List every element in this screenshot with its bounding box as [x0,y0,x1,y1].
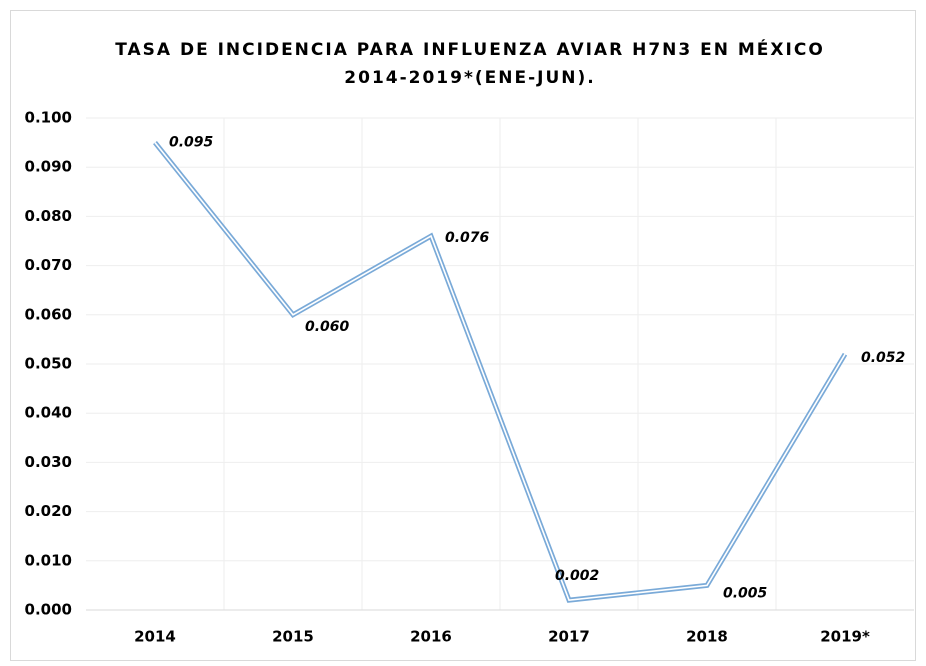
chart-frame [10,10,916,661]
y-tick-label: 0.030 [25,453,72,471]
data-label: 0.002 [555,568,599,584]
y-tick-label: 0.060 [25,305,72,323]
y-tick-label: 0.070 [25,256,72,274]
y-tick-label: 0.020 [25,502,72,520]
x-tick-label: 2016 [410,628,452,646]
y-tick-label: 0.080 [25,207,72,225]
chart-title: 2014-2019*(ENE-JUN). [344,68,595,88]
x-tick-label: 2017 [548,628,590,646]
data-label: 0.005 [723,585,768,601]
x-tick-label: 2019* [820,628,870,646]
y-tick-label: 0.050 [25,355,72,373]
y-tick-label: 0.090 [25,158,72,176]
data-label: 0.052 [861,350,905,366]
chart-title: TASA DE INCIDENCIA PARA INFLUENZA AVIAR … [115,38,825,60]
y-tick-label: 0.040 [25,404,72,422]
x-tick-label: 2014 [134,628,176,646]
y-tick-label: 0.000 [25,601,72,619]
data-label: 0.060 [305,319,350,335]
data-line-highlight [154,142,846,602]
data-label: 0.095 [169,135,214,151]
y-tick-label: 0.010 [25,551,72,569]
x-tick-label: 2018 [686,628,728,646]
y-tick-label: 0.100 [25,109,72,127]
data-label: 0.076 [445,230,490,246]
x-tick-label: 2015 [272,628,314,646]
